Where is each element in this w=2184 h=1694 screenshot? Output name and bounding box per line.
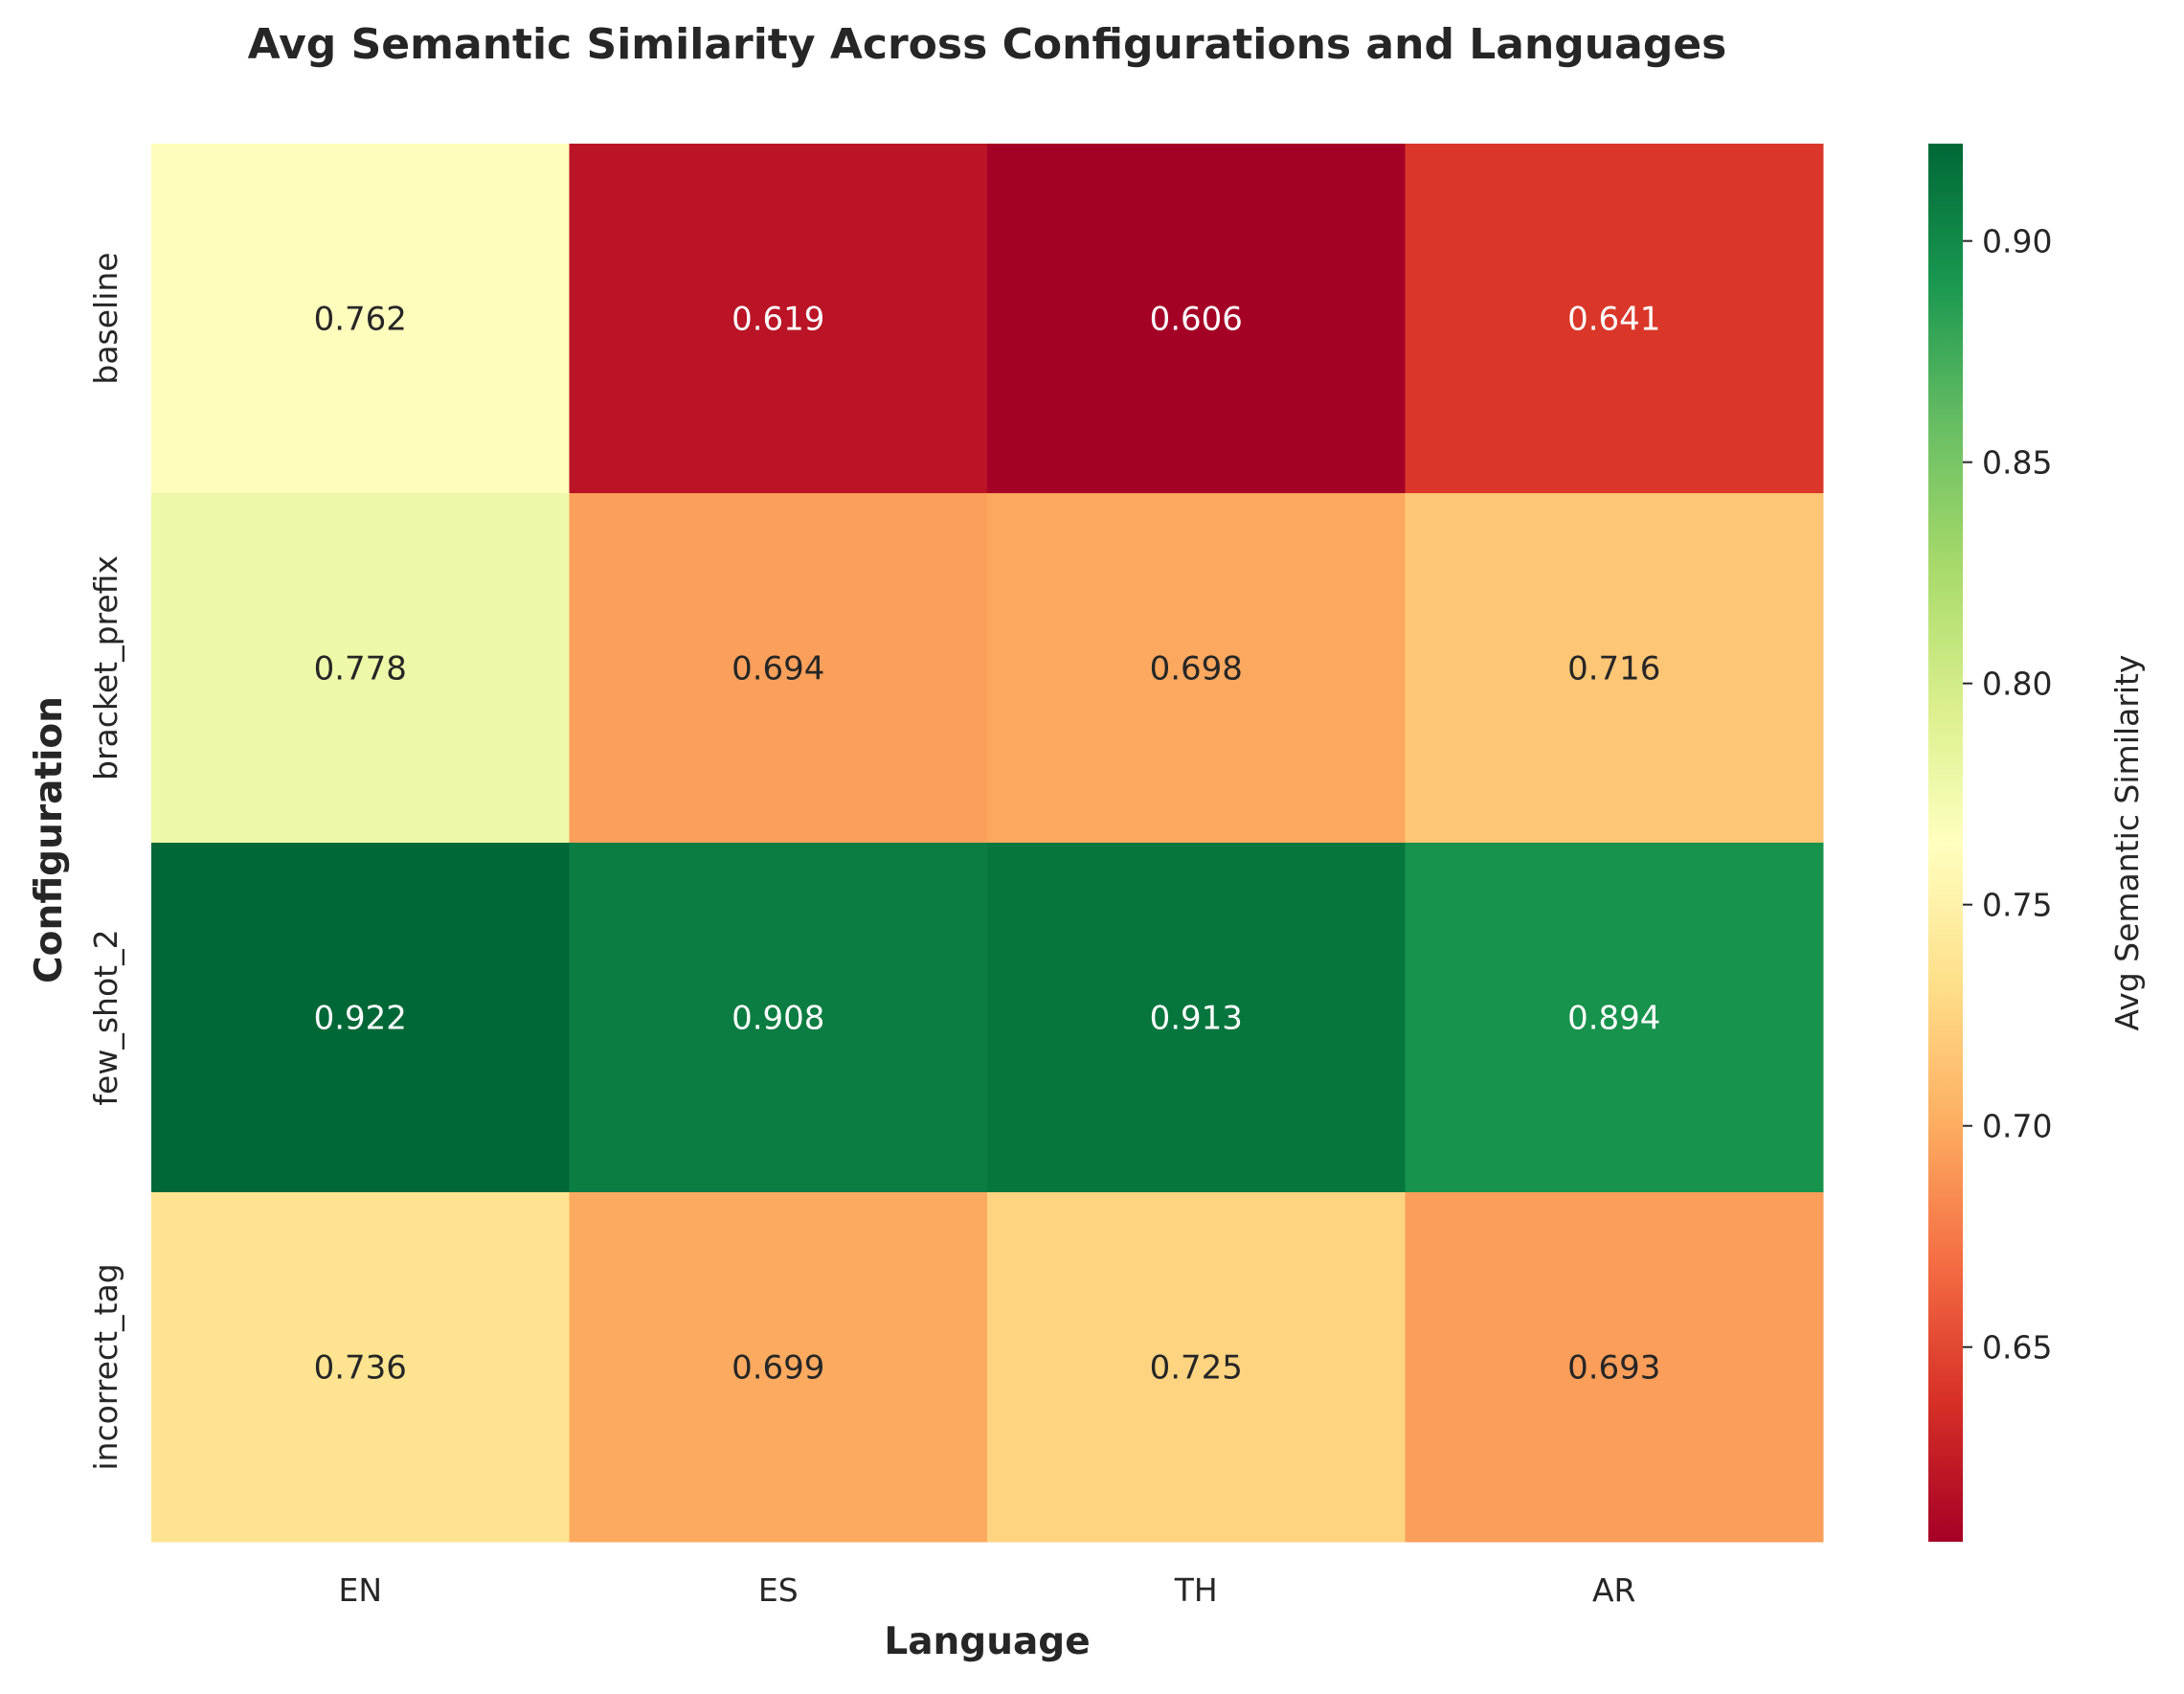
x-tick-label: AR (1592, 1571, 1636, 1609)
cell-value-label: 0.699 (732, 1349, 824, 1388)
heatmap-cell (1405, 1192, 1824, 1543)
heatmap-cell (569, 144, 988, 494)
heatmap-cells (151, 144, 1824, 1543)
heatmap-cell (569, 1192, 988, 1543)
cell-value-label: 0.894 (1567, 1000, 1660, 1038)
heatmap-cell (1405, 843, 1824, 1193)
cell-value-label: 0.736 (314, 1349, 407, 1388)
cell-value-label: 0.641 (1567, 301, 1660, 339)
cell-value-label: 0.716 (1567, 650, 1660, 689)
heatmap-cell (1405, 493, 1824, 844)
x-tick-label: EN (338, 1571, 382, 1609)
heatmap-cell-labels: 0.762 0.619 0.606 0.641 0.778 0.694 0.698 0.716… (314, 301, 1661, 1388)
y-tick-label: bracket_prefix (87, 555, 124, 780)
y-axis-ticks: baseline bracket_prefix few_shot_2 incorrec… (87, 252, 124, 1470)
cell-value-label: 0.725 (1150, 1349, 1243, 1388)
cell-value-label: 0.762 (314, 301, 407, 339)
colorbar-tick-label: 0.85 (1982, 444, 2052, 482)
heatmap-cell (987, 1192, 1406, 1543)
cell-value-label: 0.922 (314, 1000, 407, 1038)
y-axis-label: Configuration (28, 696, 71, 983)
cell-value-label: 0.694 (732, 650, 824, 689)
heatmap-cell (151, 843, 570, 1193)
x-axis-ticks: EN ES TH AR (338, 1571, 1635, 1609)
chart-title: Avg Semantic Similarity Across Configura… (248, 20, 1727, 69)
x-axis-label: Language (884, 1620, 1090, 1663)
colorbar-tick-label: 0.90 (1982, 223, 2052, 260)
colorbar-tick-label: 0.70 (1982, 1108, 2052, 1145)
heatmap-cell (151, 493, 570, 844)
cell-value-label: 0.913 (1150, 1000, 1243, 1038)
y-tick-label: few_shot_2 (87, 929, 124, 1105)
x-tick-label: TH (1174, 1571, 1218, 1609)
y-tick-label: incorrect_tag (87, 1263, 124, 1470)
heatmap-cell (1405, 144, 1824, 494)
cell-value-label: 0.908 (732, 1000, 824, 1038)
heatmap-cell (987, 144, 1406, 494)
x-tick-label: ES (758, 1571, 799, 1609)
y-tick-label: baseline (87, 252, 124, 384)
colorbar-tick-label: 0.80 (1982, 666, 2052, 703)
colorbar-ticks: 0.65 0.70 0.75 0.80 0.85 0.90 (1963, 223, 2052, 1366)
cell-value-label: 0.693 (1567, 1349, 1660, 1388)
heatmap-cell (569, 493, 988, 844)
heatmap-cell (987, 493, 1406, 844)
cell-value-label: 0.778 (314, 650, 407, 689)
cell-value-label: 0.606 (1150, 301, 1243, 339)
heatmap-cell (151, 1192, 570, 1543)
heatmap-cell (151, 144, 570, 494)
cell-value-label: 0.619 (732, 301, 824, 339)
heatmap-cell (987, 843, 1406, 1193)
colorbar-tick-label: 0.65 (1982, 1329, 2052, 1366)
colorbar-tick-label: 0.75 (1982, 887, 2052, 924)
colorbar (1928, 144, 1963, 1542)
cell-value-label: 0.698 (1150, 650, 1243, 689)
colorbar-label: Avg Semantic Similarity (2108, 655, 2146, 1031)
heatmap-cell (569, 843, 988, 1193)
